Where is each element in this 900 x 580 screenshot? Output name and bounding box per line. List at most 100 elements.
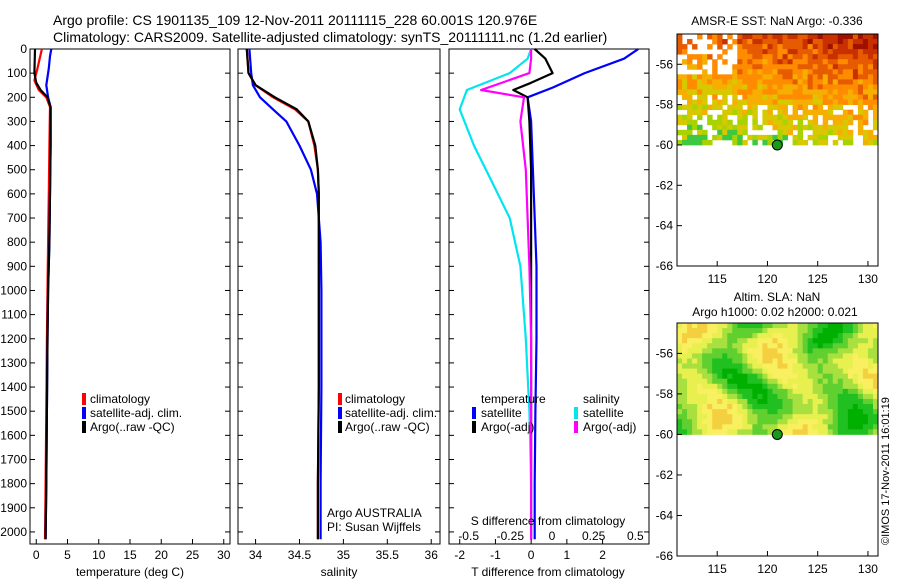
map-cell <box>772 134 778 141</box>
map-cell <box>847 358 854 364</box>
map-cell <box>832 54 839 60</box>
map-cell <box>847 328 854 334</box>
map-cell <box>832 34 839 40</box>
map-cell <box>747 353 753 359</box>
map-cell <box>757 404 763 410</box>
map-cell <box>777 104 783 111</box>
map-cell <box>872 328 879 334</box>
map-cell <box>747 64 753 70</box>
map-cell <box>832 404 839 410</box>
map-cell <box>832 64 839 70</box>
map-cell <box>867 139 874 146</box>
map-cell <box>787 94 793 100</box>
map-cell <box>812 424 819 430</box>
map-cell <box>717 348 723 354</box>
map-cell <box>812 34 819 40</box>
map-cell <box>767 414 773 420</box>
map-cell <box>832 338 839 344</box>
map-cell <box>792 139 799 146</box>
map-cell <box>807 333 814 339</box>
map-cell <box>702 59 708 65</box>
map-cell <box>717 378 723 385</box>
map-cell <box>842 94 849 100</box>
map-cell <box>782 94 788 100</box>
map-cell <box>812 419 819 425</box>
map-cell <box>847 409 854 415</box>
map-cell <box>747 99 753 106</box>
map-cell <box>807 39 814 45</box>
salinity-difference-label: S difference from climatology <box>471 514 626 528</box>
map-cell <box>872 414 879 420</box>
map-cell <box>847 129 854 136</box>
map-cell <box>757 388 763 395</box>
map-cell <box>757 59 763 65</box>
map-cell <box>792 59 799 65</box>
map-cell <box>772 94 778 100</box>
map-cell <box>687 139 693 146</box>
map-cell <box>822 388 829 395</box>
map-cell <box>697 89 703 95</box>
map-cell <box>792 338 799 344</box>
map-cell <box>777 79 783 85</box>
map-cell <box>757 333 763 339</box>
map-cell <box>837 44 844 50</box>
map-cell <box>767 119 773 126</box>
map-cell <box>732 134 738 141</box>
series-line-argo-raw-qc-2 <box>245 48 320 540</box>
map-cell <box>857 124 864 131</box>
map-cell <box>802 338 809 344</box>
map-cell <box>862 109 869 116</box>
map-cell <box>782 124 788 131</box>
map-cell <box>752 69 758 75</box>
map-cell <box>707 424 713 430</box>
map-cell <box>747 419 753 425</box>
map-cell <box>842 328 849 334</box>
map-cell <box>747 89 753 95</box>
map-cell <box>857 393 864 400</box>
map-cell <box>787 368 793 375</box>
map-cell <box>712 343 718 349</box>
map-cell <box>687 119 693 126</box>
map-cell <box>732 64 738 70</box>
map-cell <box>757 328 763 334</box>
map-cell <box>717 404 723 410</box>
map-cell <box>762 54 768 60</box>
map-cell <box>807 348 814 354</box>
map-cell <box>727 378 733 385</box>
map-cell <box>812 383 819 390</box>
map-cell <box>677 39 683 45</box>
map-cell <box>772 373 778 380</box>
map-cell <box>812 84 819 90</box>
map-cell <box>852 39 859 45</box>
map-cell <box>742 343 748 349</box>
map-cell <box>732 358 738 364</box>
map-cell <box>687 114 693 121</box>
map-cell <box>817 363 824 369</box>
map-cell <box>832 368 839 375</box>
map-cell <box>767 104 773 111</box>
map-cell <box>762 114 768 121</box>
map-cell <box>867 383 874 390</box>
map-cell <box>727 343 733 349</box>
map-cell <box>717 333 723 339</box>
x-tick-label: -1 <box>490 548 501 562</box>
map-cell <box>817 124 824 131</box>
map-cell <box>682 404 688 410</box>
map-cell <box>717 134 723 141</box>
legend-label-argo: Argo(..raw -QC) <box>345 420 430 434</box>
map-cell <box>797 129 804 136</box>
map-cell <box>802 69 809 75</box>
map-cell <box>782 368 788 375</box>
temperature-difference-label: T difference from climatology <box>471 565 625 579</box>
map-cell <box>827 363 834 369</box>
map-cell <box>872 388 879 395</box>
map-cell <box>742 114 748 121</box>
map-cell <box>792 84 799 90</box>
x-tick-label: 10 <box>92 548 106 562</box>
map-cell <box>837 99 844 106</box>
map-cell <box>797 79 804 85</box>
map-cell <box>797 353 804 359</box>
map-cell <box>742 363 748 369</box>
map-cell <box>682 84 688 90</box>
map-cell <box>772 328 778 334</box>
